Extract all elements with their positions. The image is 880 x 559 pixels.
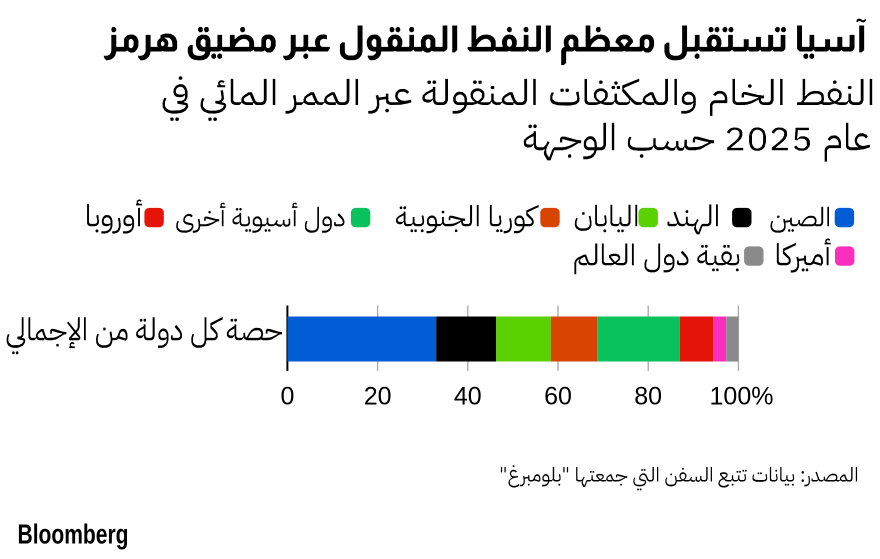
svg-text:20: 20 [364, 383, 392, 411]
svg-text:Bloomberg: Bloomberg [18, 518, 129, 549]
svg-text:60: 60 [544, 383, 572, 411]
svg-text:0: 0 [280, 383, 294, 411]
svg-text:100%: 100% [710, 383, 774, 411]
svg-text:80: 80 [634, 383, 662, 411]
svg-text:40: 40 [454, 383, 482, 411]
